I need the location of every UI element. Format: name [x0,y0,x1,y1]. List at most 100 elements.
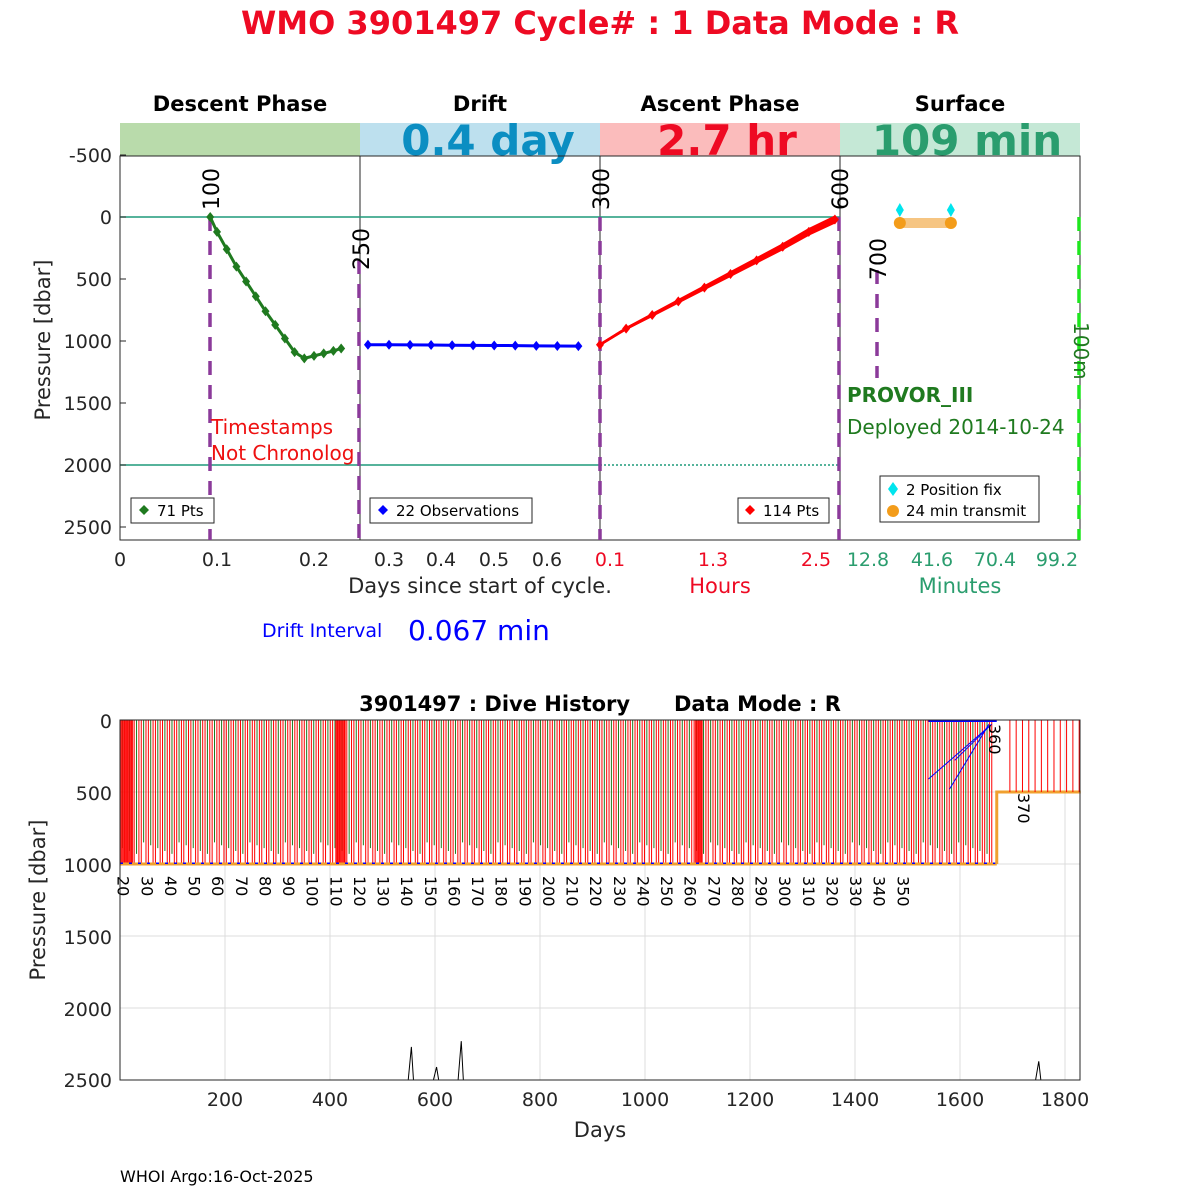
x-tick-label: 0.3 [374,549,404,571]
cycle-number-label: 100 [303,876,322,907]
cycle-number-label: 190 [515,876,534,907]
phase-markers: 100 250 300 600 700 100m [200,168,1093,540]
cycle-number-label: 180 [492,876,511,907]
drift-series [363,339,583,352]
x-tick-label: 0.2 [299,549,329,571]
cycle-number-labels: 20 30 40 50 60 70 80 90 100 110 120 130 140 150 160 170… [114,724,1033,907]
top-y-ticks: -500 0 500 1000 1500 2000 2500 [64,145,126,539]
surface-series [893,203,957,229]
phase-ascent-label: Ascent Phase [641,92,800,116]
minutes-axis-label: Minutes [919,574,1002,598]
marker-label: 600 [829,168,854,210]
cycle-number-label: 290 [752,876,771,907]
surface-duration: 109 min [872,116,1062,165]
dive-history-title: 3901497 : Dive History Data Mode : R [359,692,841,716]
x-tick-label: 2.5 [801,549,831,571]
marker-label: 100m [1069,322,1093,380]
bottom-y-ticks: 0 500 1000 1500 2000 2500 [64,711,112,1092]
ascent-line [599,221,836,346]
y-tick-label: 2000 [64,999,112,1021]
descent-point [319,348,328,359]
x-tick-label: 1600 [936,1089,984,1111]
x-tick-label: 0.5 [479,549,509,571]
x-tick-label: 41.6 [911,549,953,571]
legend-box [879,475,1040,523]
ascent-series [596,214,839,350]
deep-excursion [432,1066,440,1081]
top-y-axis-label: Pressure [dbar] [31,260,55,421]
descent-point [213,226,221,237]
y-tick-label: 0 [100,207,112,229]
ascent-point [726,269,735,280]
cycle-number-label: 150 [421,876,440,907]
legend-label: 114 Pts [763,502,819,520]
cycle-number-label: 310 [799,876,818,907]
ascent-duration: 2.7 hr [657,116,797,165]
cycle-number-label: 280 [728,876,747,907]
diamond-marker-icon [139,505,149,515]
late-park-line [995,790,1081,864]
x-tick-label: 0.1 [202,549,232,571]
descent-point [232,261,241,272]
x-tick-label: 12.8 [847,549,889,571]
drift-point [553,340,562,351]
drift-phase-band [360,123,600,156]
transmit-point [893,217,906,229]
drift-interval-label: Drift Interval [262,620,382,642]
warning-line-1: Timestamps [210,415,333,439]
cycle-number-label: 160 [444,876,463,907]
descent-point [261,306,270,317]
descent-point [290,347,299,358]
ascent-point [830,214,839,225]
cycle-number-label: 230 [610,876,629,907]
deep-excursion [1035,1061,1042,1081]
ascent-point [674,296,683,307]
phase-surface-label: Surface [915,92,1005,116]
dense-dive-block [120,720,134,864]
diamond-marker-icon [888,482,898,496]
ascent-point [700,282,709,293]
descent-point [329,345,338,356]
drift-interval-value: 0.067 min [408,614,550,647]
cycle-number-label: 370 [1014,793,1033,824]
legend-box [369,497,533,524]
marker-label: 700 [867,238,892,280]
bottom-x-ticks: 200 400 600 800 1000 1200 1400 1600 1800 [207,1089,1089,1111]
x-tick-label: 400 [312,1089,348,1111]
cycle-number-label: 330 [846,876,865,907]
cycle-number-label: 70 [232,876,251,896]
ascent-point [752,255,761,266]
ascent-point [596,339,604,350]
legend-label: 2 Position fix [906,481,1002,499]
dive-history-grid [120,720,1080,1080]
ascent-point [804,226,813,237]
cycle-number-label: 220 [586,876,605,907]
cycle-number-label: 340 [870,876,889,907]
descent-legend: 71 Pts [130,497,215,524]
anomaly-line [954,723,992,761]
descent-series [206,212,346,364]
drift-point [363,339,372,350]
deep-excursion [457,1041,464,1081]
diamond-marker-icon [378,505,388,515]
x-tick-label: 1200 [726,1089,774,1111]
descent-point [222,244,231,255]
drift-point [469,340,478,351]
y-tick-label: 2500 [64,1070,112,1092]
marker-label: 250 [350,228,375,270]
marker-label: 300 [590,168,615,210]
circle-marker-icon [887,505,899,517]
drift-point [448,340,457,351]
drift-point [490,340,499,351]
x-tick-label: 0 [114,549,126,571]
diamond-marker-icon [745,505,755,515]
cycle-number-label: 40 [161,876,180,896]
days-x-ticks: 0 0.1 0.2 0.3 0.4 0.5 0.6 [114,549,562,571]
cycle-number-label: 210 [563,876,582,907]
cycle-number-label: 320 [822,876,841,907]
x-tick-label: 70.4 [974,549,1016,571]
x-tick-label: 99.2 [1036,549,1078,571]
descent-point [206,212,215,222]
y-tick-label: 500 [76,783,112,805]
